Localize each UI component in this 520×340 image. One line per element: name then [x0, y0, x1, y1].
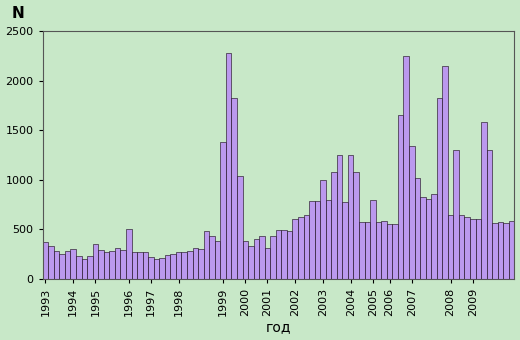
Bar	[381, 221, 387, 279]
Bar	[498, 222, 503, 279]
Bar	[93, 244, 98, 279]
Bar	[54, 251, 59, 279]
Bar	[132, 252, 137, 279]
Bar	[337, 155, 342, 279]
Bar	[270, 236, 276, 279]
Bar	[309, 201, 315, 279]
Bar	[121, 250, 126, 279]
Bar	[342, 202, 348, 279]
Bar	[237, 176, 242, 279]
Bar	[398, 115, 404, 279]
Bar	[437, 99, 443, 279]
Bar	[192, 248, 198, 279]
Bar	[220, 142, 226, 279]
Bar	[87, 256, 93, 279]
Bar	[315, 201, 320, 279]
Bar	[198, 249, 204, 279]
Bar	[248, 246, 254, 279]
Bar	[231, 99, 237, 279]
Bar	[492, 223, 498, 279]
Bar	[82, 259, 87, 279]
Bar	[370, 200, 375, 279]
Bar	[470, 219, 476, 279]
Bar	[481, 122, 487, 279]
Bar	[209, 236, 215, 279]
Bar	[409, 146, 414, 279]
Bar	[404, 56, 409, 279]
Bar	[503, 223, 509, 279]
Bar	[204, 231, 209, 279]
Bar	[304, 216, 309, 279]
Bar	[109, 251, 115, 279]
Bar	[375, 222, 381, 279]
Bar	[276, 230, 281, 279]
Bar	[509, 221, 514, 279]
Bar	[431, 193, 437, 279]
Bar	[448, 216, 453, 279]
Bar	[171, 254, 176, 279]
Bar	[420, 197, 426, 279]
Bar	[70, 249, 76, 279]
Text: N: N	[12, 6, 25, 21]
Bar	[48, 246, 54, 279]
Bar	[331, 172, 337, 279]
Bar	[126, 229, 132, 279]
Bar	[259, 236, 265, 279]
Bar	[443, 66, 448, 279]
Bar	[159, 258, 165, 279]
Bar	[414, 178, 420, 279]
Bar	[287, 231, 292, 279]
Bar	[281, 230, 287, 279]
Bar	[137, 252, 142, 279]
Bar	[242, 241, 248, 279]
Bar	[320, 180, 326, 279]
Bar	[76, 256, 82, 279]
Bar	[98, 250, 104, 279]
Bar	[453, 150, 459, 279]
Bar	[265, 248, 270, 279]
Bar	[487, 150, 492, 279]
Bar	[292, 219, 298, 279]
Bar	[354, 172, 359, 279]
Bar	[154, 259, 159, 279]
Bar	[254, 239, 259, 279]
Bar	[59, 254, 65, 279]
Bar	[142, 252, 148, 279]
Bar	[43, 242, 48, 279]
X-axis label: год: год	[266, 320, 291, 335]
Bar	[148, 257, 154, 279]
Bar	[176, 252, 181, 279]
Bar	[181, 252, 187, 279]
Bar	[65, 251, 70, 279]
Bar	[359, 222, 365, 279]
Bar	[226, 53, 231, 279]
Bar	[115, 248, 121, 279]
Bar	[215, 241, 220, 279]
Bar	[459, 216, 464, 279]
Bar	[387, 224, 393, 279]
Bar	[104, 252, 109, 279]
Bar	[476, 219, 481, 279]
Bar	[464, 217, 470, 279]
Bar	[187, 251, 192, 279]
Bar	[326, 200, 331, 279]
Bar	[348, 155, 354, 279]
Bar	[426, 199, 431, 279]
Bar	[298, 217, 304, 279]
Bar	[365, 222, 370, 279]
Bar	[165, 255, 171, 279]
Bar	[393, 224, 398, 279]
